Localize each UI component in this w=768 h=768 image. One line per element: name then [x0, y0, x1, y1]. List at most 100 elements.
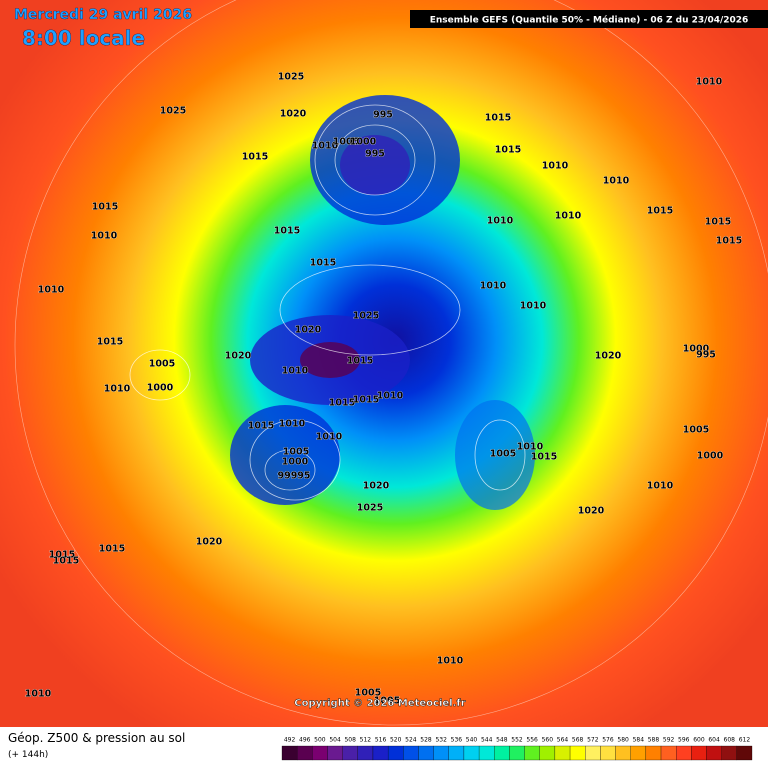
model-info: Ensemble GEFS (Quantile 50% - Médiane) -… [430, 15, 749, 26]
colorbar-swatch [463, 745, 480, 761]
pressure-label: 1015 [347, 356, 373, 367]
colorbar-label: 560 [542, 737, 554, 744]
colorbar-swatch [327, 745, 343, 761]
pressure-label: 1000 [683, 344, 710, 355]
colorbar-label: 572 [587, 737, 599, 744]
pressure-label: 1015 [495, 145, 521, 156]
pressure-label: 1015 [99, 544, 125, 555]
pressure-label: 1015 [716, 236, 742, 247]
pressure-label: 1010 [555, 211, 582, 222]
pressure-label: 1000 [697, 451, 724, 462]
pressure-label: 1010 [104, 384, 131, 395]
pressure-label: 1010 [487, 216, 514, 227]
pressure-label: 1005 [283, 447, 309, 458]
colorbar-swatch [448, 745, 465, 761]
colorbar-swatch [387, 745, 404, 761]
pressure-label: 1010 [312, 141, 339, 152]
colorbar-label: 496 [299, 737, 311, 744]
pressure-label: 1015 [49, 550, 75, 561]
colorbar-swatch [403, 745, 419, 761]
pressure-label: 1015 [705, 217, 731, 228]
pressure-label: 1010 [377, 391, 404, 402]
pressure-label: 1005 [683, 425, 709, 436]
colorbar-swatch [281, 745, 298, 761]
pressure-label: 1020 [595, 351, 622, 362]
pressure-label: 1005 [490, 449, 516, 460]
pressure-label: 995 [696, 350, 716, 361]
colorbar-swatch [569, 745, 586, 761]
colorbar-label: 548 [496, 737, 508, 744]
pressure-label: 1005 [149, 359, 175, 370]
low-core [340, 135, 410, 195]
pressure-label: 1015 [242, 152, 268, 163]
pressure-label: 1015 [647, 206, 673, 217]
pressure-label: 1015 [531, 452, 557, 463]
copyright: Copyright © 2026 Meteociel.fr [294, 698, 465, 709]
pressure-label: 1005 [355, 688, 381, 699]
pressure-label: 1025 [353, 311, 379, 322]
colorbar-label: 504 [329, 737, 341, 744]
colorbar-swatch [554, 745, 571, 761]
colorbar-label: 516 [375, 737, 387, 744]
pressure-label: 1015 [329, 398, 355, 409]
pressure-label: 1020 [225, 351, 252, 362]
colorbar-swatch [676, 745, 692, 761]
pressure-label: 1015 [97, 337, 123, 348]
pressure-label: 99995 [277, 471, 310, 482]
pressure-label: 1010 [279, 419, 306, 430]
pressure-label: 1010 [282, 366, 309, 377]
pressure-label: 1010 [480, 281, 507, 292]
colorbar-label: 564 [557, 737, 569, 744]
pressure-label: 1010 [316, 432, 343, 443]
pressure-label: 1010 [38, 285, 65, 296]
pressure-label: 1010 [647, 481, 674, 492]
colorbar-swatch [600, 745, 616, 761]
pressure-label: 1010 [542, 161, 569, 172]
pressure-label: 1010 [91, 231, 118, 242]
colorbar-label: 540 [466, 737, 478, 744]
low-core [300, 342, 360, 378]
colorbar-swatch [736, 745, 753, 761]
pressure-label: 1015 [353, 395, 379, 406]
colorbar-swatch [297, 745, 313, 761]
colorbar-label: 604 [708, 737, 720, 744]
pressure-label: 1010 [517, 442, 544, 453]
colorbar-swatch [342, 745, 358, 761]
pressure-label: 1015 [274, 226, 300, 237]
pressure-label: 1010 [696, 77, 723, 88]
pressure-label: 1025 [357, 503, 383, 514]
colorbar-label: 544 [481, 737, 493, 744]
colorbar-label: 584 [633, 737, 645, 744]
pressure-label: 1015 [248, 421, 274, 432]
colorbar-swatch [494, 745, 510, 761]
colorbar-label: 588 [648, 737, 660, 744]
colorbar-label: 524 [405, 737, 417, 744]
pressure-label: 1020 [363, 481, 390, 492]
colorbar-swatch [660, 745, 677, 761]
colorbar-swatch [585, 745, 601, 761]
colorbar-label: 608 [724, 737, 736, 744]
colorbar-label: 580 [617, 737, 629, 744]
colorbar: 492 496 500 504 508 512 516 520 524 528 532 536 540 5… [281, 737, 753, 761]
pressure-label: 1005 [374, 696, 400, 707]
colorbar-swatch [721, 745, 737, 761]
colorbar-swatch [630, 745, 647, 761]
pressure-label: 995 [365, 149, 385, 160]
colorbar-label: 520 [390, 737, 402, 744]
colorbar-label: 532 [435, 737, 447, 744]
colorbar-label: 612 [739, 737, 751, 744]
pressure-label: 1020 [295, 325, 322, 336]
colorbar-swatch [433, 745, 449, 761]
colorbar-swatch [706, 745, 722, 761]
colorbar-label: 568 [572, 737, 584, 744]
pressure-label: 1020 [280, 109, 307, 120]
pressure-label: 1000 [350, 137, 377, 148]
pressure-label: 1000 [147, 383, 174, 394]
pressure-label: 1000 [282, 457, 309, 468]
colorbar-swatch [372, 745, 389, 761]
colorbar-swatch [478, 745, 495, 761]
pressure-label: 1015 [310, 258, 336, 269]
pressure-label: 1025 [278, 72, 304, 83]
